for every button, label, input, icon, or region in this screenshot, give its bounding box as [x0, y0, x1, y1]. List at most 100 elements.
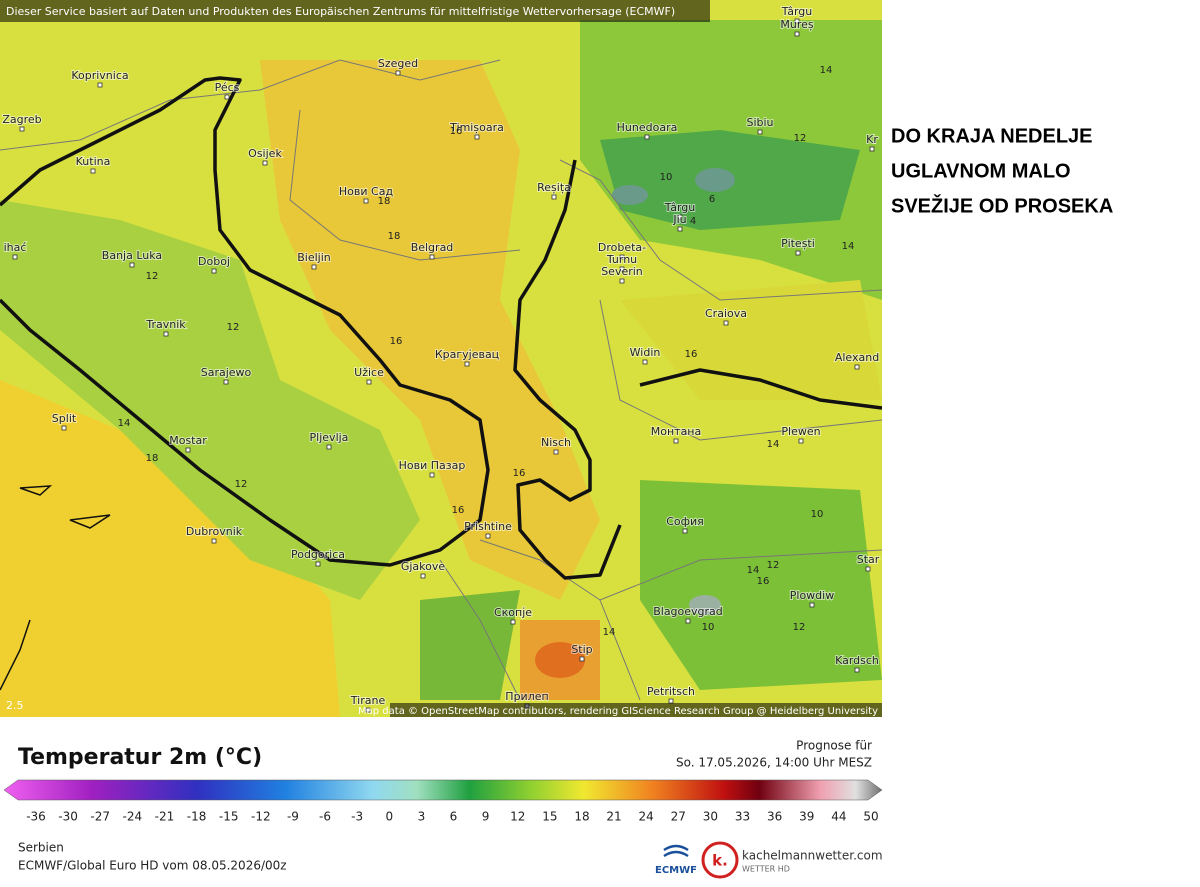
contour-label: 16: [757, 576, 770, 587]
city-label: Kr: [866, 133, 878, 146]
legend-tick: 0: [385, 810, 393, 824]
city-marker: [363, 198, 369, 204]
legend-tick: 30: [703, 810, 718, 824]
city-marker: [474, 134, 480, 140]
city-marker: [809, 602, 815, 608]
contour-label: 10: [702, 622, 715, 633]
city-label: Kutina: [76, 155, 111, 168]
legend-tick: -24: [123, 810, 143, 824]
city-marker: [420, 573, 426, 579]
city-marker: [673, 438, 679, 444]
brand-letter: k.: [712, 852, 728, 870]
legend-tick: 50: [863, 810, 878, 824]
legend-tick: -3: [351, 810, 363, 824]
city-marker: [510, 619, 516, 625]
city-label: Banja Luka: [102, 249, 162, 262]
ecmwf-logo: ECMWF: [655, 865, 697, 876]
city-label: Reșița: [537, 181, 571, 194]
city-label: Sibiu: [746, 116, 773, 129]
city-marker: [798, 438, 804, 444]
city-label: Stip: [571, 643, 592, 656]
legend-tick: 12: [510, 810, 525, 824]
city-marker: [326, 444, 332, 450]
city-label: Нови Сад: [339, 185, 394, 198]
city-marker: [869, 146, 875, 152]
legend-tick: -30: [58, 810, 78, 824]
legend-tick: -12: [251, 810, 271, 824]
contour-label: 16: [513, 468, 526, 479]
city-marker: [365, 707, 371, 713]
city-marker: [12, 254, 18, 260]
legend-tick: 21: [606, 810, 621, 824]
city-label: Pécs: [215, 81, 240, 94]
brand-site: kachelmannwetter.com: [742, 849, 883, 863]
city-label: Koprivnica: [71, 69, 128, 82]
city-marker: [854, 364, 860, 370]
annotation: DO KRAJA NEDELJE UGLAVNOM MALO SVEŽIJE O…: [891, 125, 1113, 217]
city-marker: [395, 70, 401, 76]
city-label: Widin: [630, 346, 661, 359]
city-label: София: [666, 515, 704, 528]
city-marker: [682, 528, 688, 534]
city-marker: [794, 18, 800, 24]
city-marker: [579, 656, 585, 662]
contour-label: 12: [227, 322, 240, 333]
city-label: Timișoara: [449, 121, 504, 134]
city-label: Tirane: [350, 694, 386, 707]
city-marker: [90, 168, 96, 174]
contour-label: 16: [452, 505, 465, 516]
legend-tick: -27: [90, 810, 110, 824]
city-marker: [619, 266, 625, 272]
city-label: Blagoevgrad: [653, 605, 723, 618]
city-marker: [61, 425, 67, 431]
city-label: Osijek: [248, 147, 282, 160]
color-bar: [3, 779, 883, 801]
contour-label: 14: [118, 418, 131, 429]
city-label: Craiova: [705, 307, 747, 320]
city-marker: [464, 361, 470, 367]
legend-tick: -15: [219, 810, 239, 824]
city-marker: [865, 566, 871, 572]
city-label: Sarajewo: [201, 366, 252, 379]
city-label: Прилеп: [505, 690, 548, 703]
legend-tick: 27: [671, 810, 686, 824]
city-marker: [262, 160, 268, 166]
city-marker: [366, 379, 372, 385]
city-marker: [485, 533, 491, 539]
contour-label: 14: [842, 241, 855, 252]
city-marker: [429, 254, 435, 260]
city-marker: [224, 94, 230, 100]
city-label: Mostar: [169, 434, 207, 447]
city-label: Târgu: [781, 5, 812, 18]
contour-label: 14: [767, 439, 780, 450]
legend-tick: 44: [831, 810, 846, 824]
city-label: Kardsch: [835, 654, 879, 667]
city-marker: [315, 561, 321, 567]
legend-tick: 24: [639, 810, 654, 824]
contour-label: 10: [811, 509, 824, 520]
city-label: Pitești: [781, 237, 815, 250]
contour-label: 12: [793, 622, 806, 633]
legend-tick: 6: [450, 810, 458, 824]
city-label: Bieljin: [297, 251, 331, 264]
city-label: Plowdiw: [790, 589, 834, 602]
city-label: Hunedoara: [617, 121, 678, 134]
ecmwf-icon: [663, 844, 689, 858]
contour-label: 12: [235, 479, 248, 490]
brand-sub: WETTER HD: [742, 865, 790, 874]
city-label: Užice: [354, 366, 384, 379]
city-marker: [644, 134, 650, 140]
legend-tick: 39: [799, 810, 814, 824]
city-label: Plewen: [781, 425, 820, 438]
contour-label: 4: [690, 216, 696, 227]
city-label: Pljevlja: [310, 431, 349, 444]
city-marker: [642, 359, 648, 365]
legend-tick: 15: [542, 810, 557, 824]
city-marker: [185, 447, 191, 453]
contour-label: 16: [450, 126, 463, 137]
attribution: Map data © OpenStreetMap contributors, r…: [358, 706, 878, 717]
city-label: Prishtine: [464, 520, 512, 533]
city-marker: [19, 126, 25, 132]
legend-tick: -18: [187, 810, 207, 824]
city-label: Petritsch: [647, 685, 695, 698]
